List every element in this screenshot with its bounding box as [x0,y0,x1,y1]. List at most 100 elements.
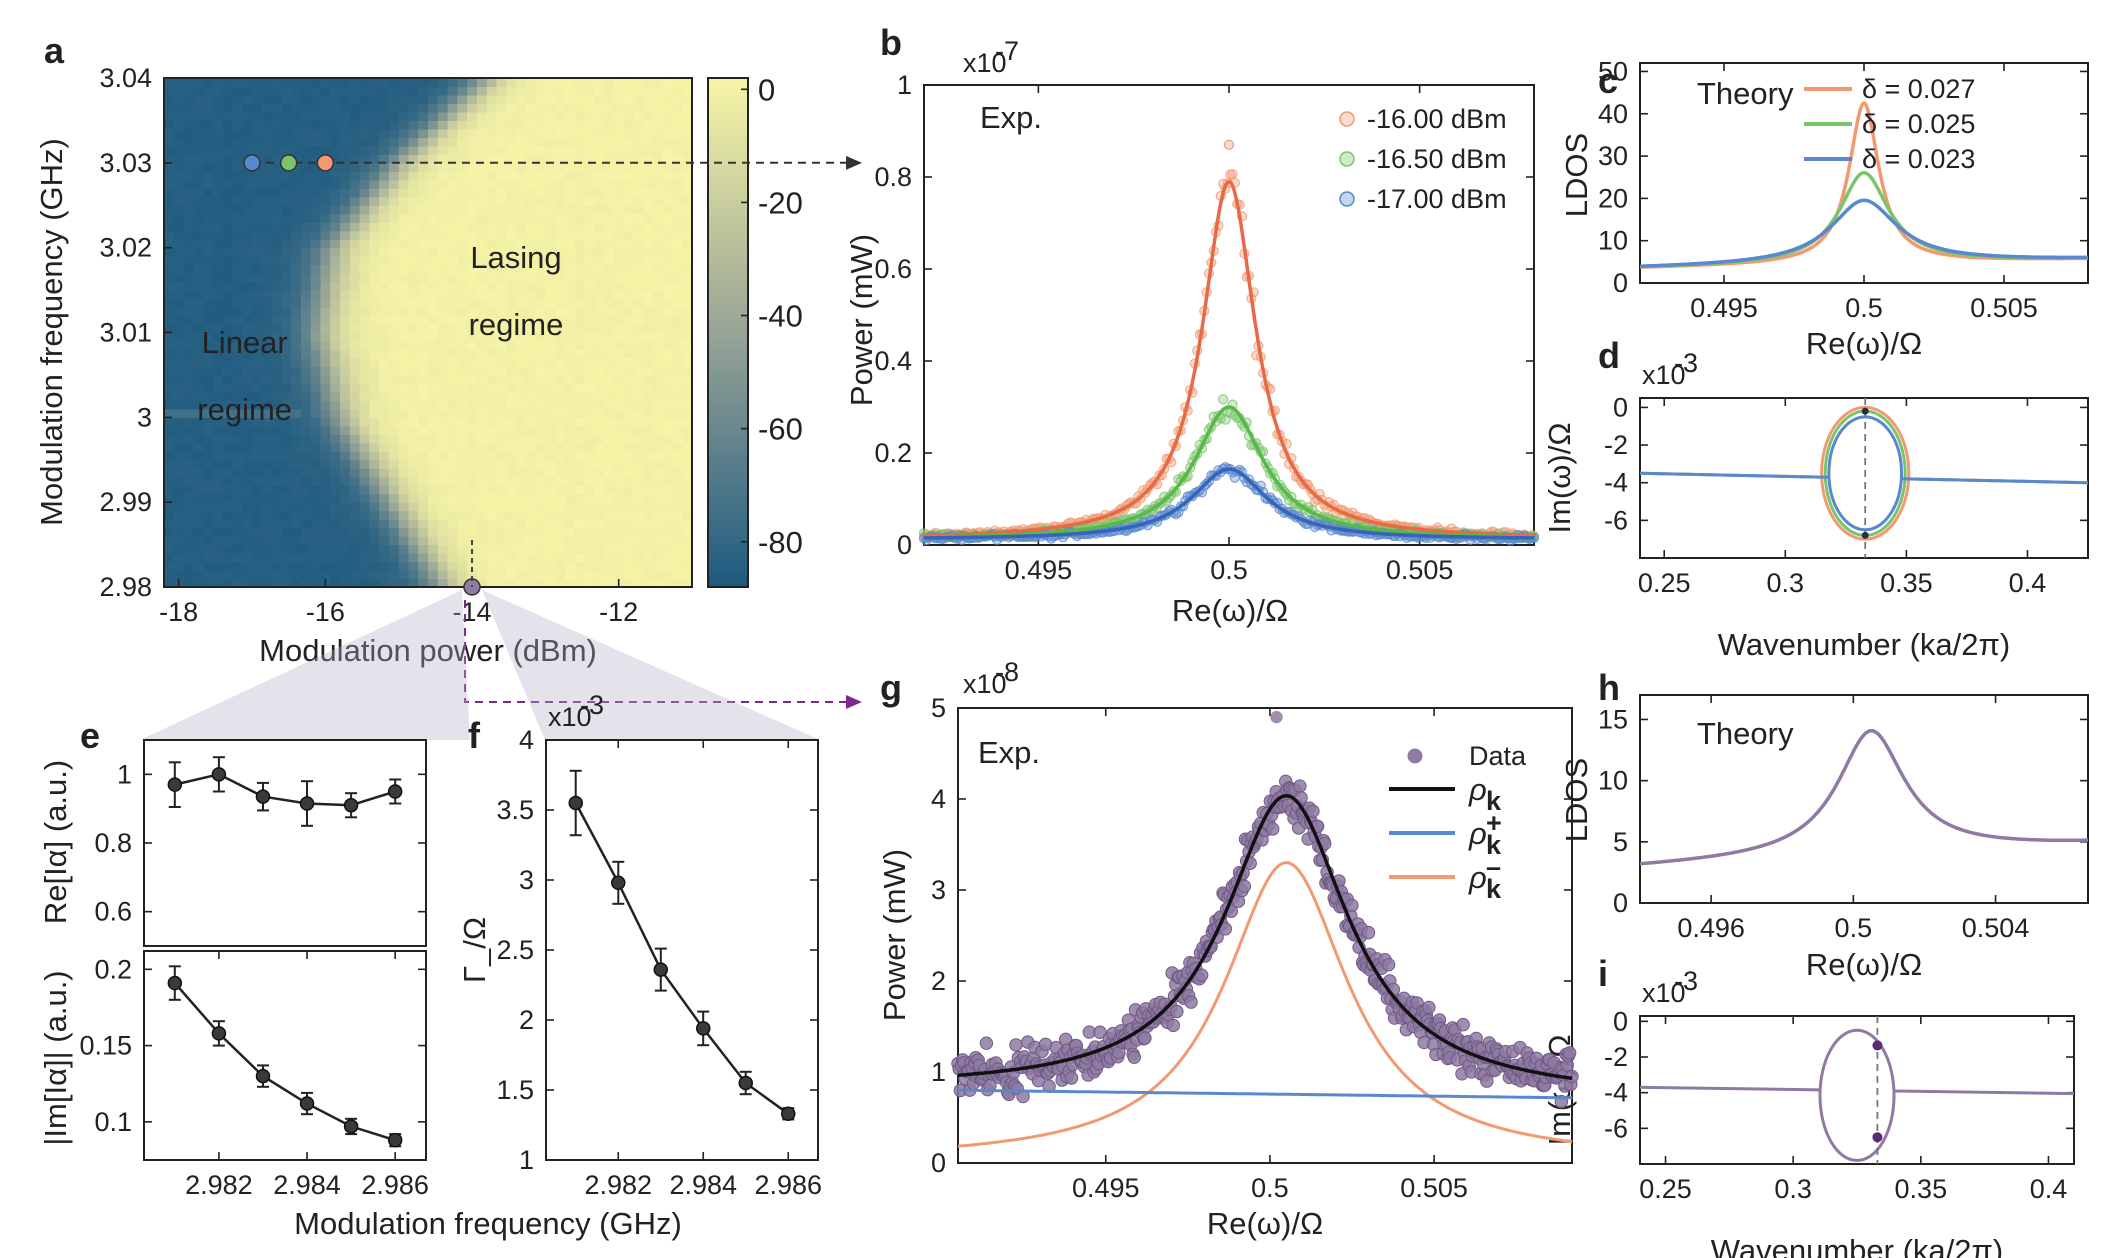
heatmap-cell [506,273,517,283]
heatmap-cell [662,340,674,351]
heatmap-cell [584,137,595,147]
b-legend-label: -17.00 dBm [1367,184,1507,214]
heatmap-cell [232,290,243,300]
heatmap-cell [662,485,674,495]
heatmap-cell [594,391,605,401]
heatmap-cell [242,485,253,495]
heatmap-cell [662,400,674,410]
heatmap-cell [623,205,634,215]
heatmap-cell [545,578,556,588]
heatmap-cell [388,103,400,113]
heatmap-cell [662,256,674,266]
heatmap-cell [349,94,361,105]
heatmap-cell [555,502,566,512]
heatmap-cell [516,256,527,266]
heatmap-cell [183,510,194,520]
heatmap-cell [320,188,331,198]
heatmap-cell [173,239,185,249]
heatmap-cell [457,366,468,376]
heatmap-cell [633,349,644,359]
heatmap-cell [486,519,498,529]
heatmap-cell [291,425,302,435]
heatmap-cell [496,493,507,503]
heatmap-cell [428,188,439,198]
heatmap-cell [261,442,273,452]
heatmap-cell [232,400,243,410]
heatmap-cell [310,290,322,300]
heatmap-cell [623,544,634,554]
heatmap-cell [359,145,370,155]
heatmap-cell [271,408,282,418]
heatmap-cell [183,103,194,113]
heatmap-cell [486,485,498,495]
heatmap-cell [164,120,175,130]
heatmap-cell [604,383,615,393]
heatmap-cell [232,502,243,512]
heatmap-cell [291,111,302,122]
heatmap-cell [183,256,194,266]
heatmap-cell [652,476,664,486]
heatmap-cell [486,502,498,512]
heatmap-cell [310,383,322,393]
heatmap-cell [252,434,263,444]
heatmap-cell [388,400,400,410]
heatmap-cell [379,349,390,359]
heatmap-cell [476,239,488,249]
heatmap-cell [516,273,527,283]
heatmap-cell [330,94,341,105]
heatmap-cell [457,111,468,122]
heatmap-cell [564,434,576,444]
panel-label-d: d [1598,335,1620,376]
heatmap-cell [594,536,605,546]
heatmap-cell [457,264,468,274]
heatmap-cell [643,408,654,418]
heatmap-cell [672,425,683,435]
heatmap-cell [574,196,586,206]
heatmap-cell [623,434,634,444]
heatmap-cell [212,527,224,537]
heatmap-cell [232,281,243,291]
heatmap-cell [359,128,370,138]
heatmap-cell [516,103,527,113]
heatmap-cell [340,213,351,223]
heatmap-cell [672,264,683,274]
heatmap-cell [359,442,370,452]
heatmap-cell [183,536,194,546]
heatmap-cell [300,570,312,580]
heatmap-cell [652,544,664,554]
heatmap-cell [291,162,302,172]
heatmap-cell [291,417,302,427]
heatmap-cell [486,298,498,308]
heatmap-cell [535,222,546,232]
heatmap-cell [672,485,683,495]
b-y-tick-label: 0.4 [874,346,912,376]
heatmap-cell [652,137,664,147]
heatmap-cell [369,162,380,172]
heatmap-cell [261,222,273,232]
heatmap-cell [271,213,282,223]
heatmap-cell [623,239,634,249]
heatmap-cell [340,493,351,503]
heatmap-cell [486,281,498,291]
heatmap-cell [330,111,341,122]
heatmap-cell [183,307,194,317]
heatmap-cell [613,332,625,342]
heatmap-cell [633,315,644,325]
heatmap-cell [467,213,478,223]
heatmap-cell [359,476,370,486]
heatmap-cell [672,510,683,520]
heatmap-cell [564,451,576,461]
heatmap-cell [388,451,400,461]
heatmap-cell [643,340,654,351]
i-x-tick-label: 0.3 [1774,1174,1812,1204]
heatmap-cell [183,196,194,206]
heatmap-cell [203,366,214,376]
a-region-annotation: Lasing [470,240,561,275]
heatmap-cell [242,86,253,96]
heatmap-cell [340,247,351,257]
heatmap-cell [408,154,419,164]
f-data-point [653,962,668,977]
heatmap-cell [388,442,400,452]
heatmap-cell [496,78,507,88]
heatmap-cell [594,145,605,155]
